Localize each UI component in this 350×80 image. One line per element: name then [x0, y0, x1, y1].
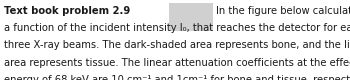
Text: Text book problem 2.9: Text book problem 2.9 [4, 6, 131, 16]
Text: area represents tissue. The linear attenuation coefficients at the effective X-r: area represents tissue. The linear atten… [4, 58, 350, 68]
FancyBboxPatch shape [169, 3, 212, 31]
Text: In the figure below calculate the X-ray intensity, as: In the figure below calculate the X-ray … [216, 6, 350, 16]
Text: energy of 68 keV are 10 cm⁻¹ and 1cm⁻¹ for bone and tissue, respectively.: energy of 68 keV are 10 cm⁻¹ and 1cm⁻¹ f… [4, 75, 350, 80]
Text: three X-ray beams. The dark-shaded area represents bone, and the light-shaded: three X-ray beams. The dark-shaded area … [4, 40, 350, 50]
Text: a function of the incident intensity I₀, that reaches the detector for each of t: a function of the incident intensity I₀,… [4, 23, 350, 33]
